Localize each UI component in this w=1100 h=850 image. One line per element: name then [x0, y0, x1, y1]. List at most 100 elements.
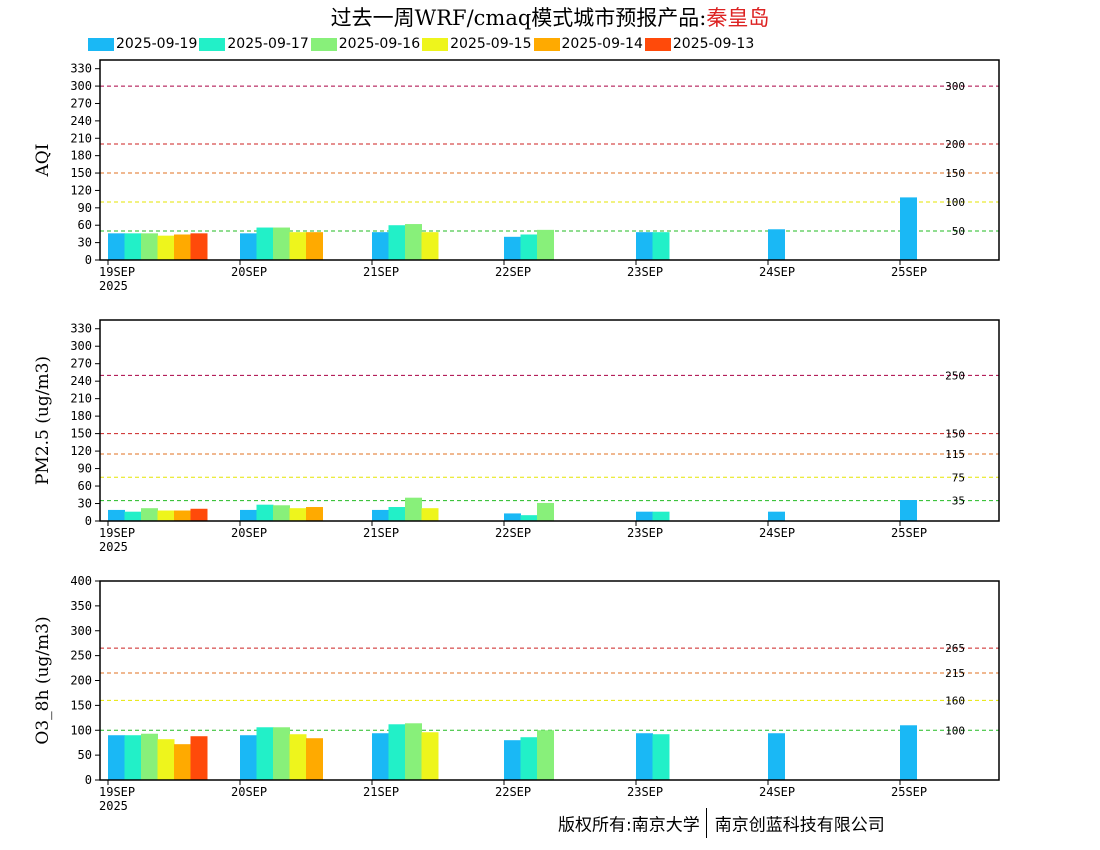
bar [157, 510, 175, 521]
bar [636, 232, 653, 260]
bar [768, 511, 785, 521]
y-tick-label: 240 [70, 114, 92, 128]
bar [190, 508, 208, 521]
bar [421, 232, 439, 260]
y-tick-label: 50 [78, 748, 92, 762]
footer-right: 南京创蓝科技有限公司 [714, 815, 885, 836]
legend-item: 2025-09-13 [644, 36, 754, 52]
y-tick-label: 0 [85, 253, 92, 267]
bar [306, 738, 323, 780]
y-tick-label: 300 [70, 79, 92, 93]
legend-label: 2025-09-14 [561, 36, 643, 52]
y-tick-label: 100 [70, 723, 92, 737]
threshold-label: 265 [945, 642, 965, 655]
threshold-label: 100 [945, 196, 965, 209]
x-tick-label: 25SEP [891, 526, 927, 540]
bar [124, 233, 142, 260]
bar [372, 733, 389, 780]
y-tick-label: 180 [70, 409, 92, 423]
x-tick-label: 22SEP [495, 526, 531, 540]
y-tick-label: 330 [70, 322, 92, 336]
title-city: 秦皇岛 [706, 6, 770, 30]
y-tick-label: 270 [70, 96, 92, 110]
bar [190, 233, 208, 260]
bar [141, 233, 158, 260]
bar [108, 509, 125, 521]
bar [504, 740, 521, 780]
bar [256, 727, 274, 780]
chart-title: 过去一周WRF/cmaq模式城市预报产品:秦皇岛 [0, 2, 1100, 32]
y-tick-label: 300 [70, 624, 92, 638]
x-tick-label: 22SEP [495, 265, 531, 279]
bar [141, 733, 158, 780]
x-tick-label: 22SEP [495, 785, 531, 799]
x-tick-label: 21SEP [363, 265, 399, 279]
y-axis-label: O3_8h (ug/m3) [33, 616, 53, 744]
legend-item: 2025-09-16 [310, 36, 420, 52]
bar [388, 225, 406, 260]
bar [504, 236, 521, 260]
x-tick-label: 19SEP [99, 265, 135, 279]
y-tick-label: 120 [70, 444, 92, 458]
threshold-label: 75 [952, 471, 965, 484]
x-tick-label: 21SEP [363, 526, 399, 540]
bar [388, 724, 406, 780]
bar [273, 227, 290, 260]
threshold-label: 150 [945, 167, 965, 180]
threshold-label: 50 [952, 225, 965, 238]
y-tick-label: 300 [70, 339, 92, 353]
legend-swatch [422, 37, 449, 51]
legend: 2025-09-19 2025-09-17 2025-09-16 2025-09-15… [88, 36, 756, 54]
copyright-footer: 版权所有:南京大学 南京创蓝科技有限公司 [558, 808, 885, 838]
bar [256, 504, 274, 521]
legend-item: 2025-09-17 [199, 36, 309, 52]
y-tick-label: 0 [85, 773, 92, 787]
threshold-label: 215 [945, 667, 965, 680]
bar [124, 735, 142, 780]
y-tick-label: 150 [70, 698, 92, 712]
legend-label: 2025-09-15 [450, 36, 532, 52]
y-tick-label: 330 [70, 62, 92, 76]
bar [108, 233, 125, 260]
y-tick-label: 250 [70, 649, 92, 663]
y-tick-label: 270 [70, 357, 92, 371]
x-year-label: 2025 [99, 279, 128, 293]
x-year-label: 2025 [99, 540, 128, 554]
x-year-label: 2025 [99, 799, 128, 813]
bar [306, 232, 323, 260]
bar [273, 505, 290, 521]
legend-item: 2025-09-14 [533, 36, 643, 52]
threshold-label: 300 [945, 80, 965, 93]
bar [768, 733, 785, 780]
y-tick-label: 60 [78, 479, 92, 493]
bar [108, 735, 125, 780]
bar [520, 515, 538, 521]
bar [141, 508, 158, 521]
y-tick-label: 30 [78, 236, 92, 250]
bar [289, 508, 307, 521]
y-tick-label: 0 [85, 514, 92, 528]
bar [421, 732, 439, 780]
bar [289, 232, 307, 260]
bar [256, 227, 274, 260]
bar [157, 235, 175, 260]
x-tick-label: 21SEP [363, 785, 399, 799]
bar [240, 233, 257, 260]
y-tick-label: 150 [70, 427, 92, 441]
bar [289, 734, 307, 780]
bar [405, 497, 422, 521]
y-tick-label: 180 [70, 149, 92, 163]
bar [421, 508, 439, 521]
bar [372, 232, 389, 260]
x-tick-label: 25SEP [891, 785, 927, 799]
title-prefix: 过去一周WRF/cmaq模式城市预报产品: [330, 6, 707, 30]
threshold-label: 160 [945, 694, 965, 707]
bar [240, 735, 257, 780]
bar [190, 736, 208, 780]
footer-divider [705, 808, 707, 838]
plot-frame [99, 319, 1000, 522]
bar [504, 513, 521, 521]
threshold-label: 100 [945, 724, 965, 737]
x-tick-label: 19SEP [99, 526, 135, 540]
